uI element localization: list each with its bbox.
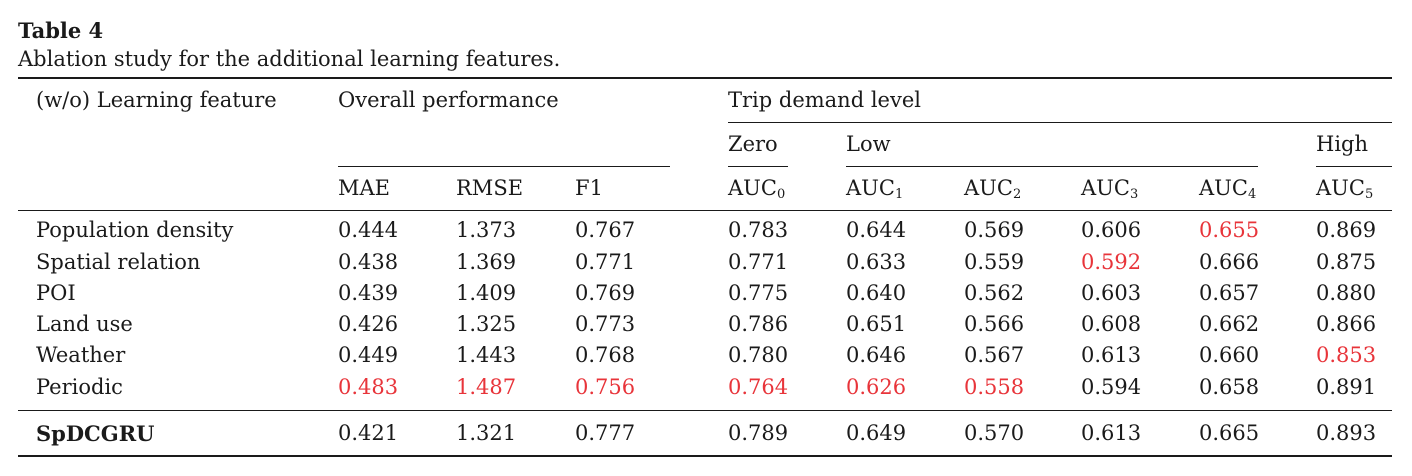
row-feature-label: POI xyxy=(36,281,76,305)
column-header: MAE xyxy=(338,176,390,200)
column-header: AUC1 xyxy=(846,176,904,202)
table-cell: 0.569 xyxy=(964,218,1025,242)
table-cell: 1.487 xyxy=(456,375,517,399)
table-cell: 1.325 xyxy=(456,312,517,336)
column-header: AUC4 xyxy=(1199,176,1257,202)
summary-rule xyxy=(18,410,1392,411)
table-cell: 0.875 xyxy=(1316,250,1377,274)
header-learning-feature: (w/o) Learning feature xyxy=(36,88,277,112)
row-feature-label: Spatial relation xyxy=(36,250,201,274)
table-cell: 0.771 xyxy=(575,250,636,274)
table-cell: 0.426 xyxy=(338,312,399,336)
table-cell: 0.880 xyxy=(1316,281,1377,305)
table-cell: 0.449 xyxy=(338,343,399,367)
table-cell: 0.768 xyxy=(575,343,636,367)
table-cell: 0.603 xyxy=(1081,281,1142,305)
table-cell: 0.438 xyxy=(338,250,399,274)
table-cell: 0.570 xyxy=(964,421,1025,445)
table-cell: 0.651 xyxy=(846,312,907,336)
table-cell: 0.439 xyxy=(338,281,399,305)
table-cell: 0.562 xyxy=(964,281,1025,305)
table-cell: 0.756 xyxy=(575,375,636,399)
column-header: AUC3 xyxy=(1081,176,1139,202)
table-cell: 0.483 xyxy=(338,375,399,399)
header-high: High xyxy=(1316,132,1368,156)
table-cell: 0.783 xyxy=(728,218,789,242)
table-cell: 0.777 xyxy=(575,421,636,445)
table-cell: 0.786 xyxy=(728,312,789,336)
table-caption: Ablation study for the additional learni… xyxy=(18,47,561,71)
table-cell: 0.558 xyxy=(964,375,1025,399)
column-header: F1 xyxy=(575,176,603,200)
table-cell: 0.853 xyxy=(1316,343,1377,367)
table-cell: 0.657 xyxy=(1199,281,1260,305)
bottom-rule xyxy=(18,455,1392,457)
table-cell: 0.626 xyxy=(846,375,907,399)
table-cell: 0.658 xyxy=(1199,375,1260,399)
table-cell: 0.644 xyxy=(846,218,907,242)
header-overall-performance: Overall performance xyxy=(338,88,559,112)
table-cell: 0.608 xyxy=(1081,312,1142,336)
table-cell: 1.373 xyxy=(456,218,517,242)
table-cell: 0.771 xyxy=(728,250,789,274)
table-cell: 0.773 xyxy=(575,312,636,336)
table-cell: 0.592 xyxy=(1081,250,1142,274)
column-header: AUC0 xyxy=(728,176,786,202)
table-cell: 0.665 xyxy=(1199,421,1260,445)
table-cell: 0.613 xyxy=(1081,343,1142,367)
row-feature-label: SpDCGRU xyxy=(36,421,155,446)
table-cell: 0.640 xyxy=(846,281,907,305)
table-cell: 0.767 xyxy=(575,218,636,242)
table-cell: 1.443 xyxy=(456,343,517,367)
table-cell: 1.369 xyxy=(456,250,517,274)
trip-level-rule xyxy=(728,122,1392,123)
table-cell: 0.764 xyxy=(728,375,789,399)
table-cell: 0.666 xyxy=(1199,250,1260,274)
header-trip-demand-level: Trip demand level xyxy=(728,88,921,112)
overall-rule xyxy=(338,166,670,167)
zero-rule xyxy=(728,166,788,167)
table-cell: 0.594 xyxy=(1081,375,1142,399)
header-bottom-rule xyxy=(18,210,1392,211)
table-cell: 0.660 xyxy=(1199,343,1260,367)
column-header: AUC2 xyxy=(964,176,1022,202)
table-cell: 0.646 xyxy=(846,343,907,367)
table-cell: 0.606 xyxy=(1081,218,1142,242)
header-low: Low xyxy=(846,132,891,156)
header-zero: Zero xyxy=(728,132,778,156)
table-cell: 0.869 xyxy=(1316,218,1377,242)
table-cell: 0.891 xyxy=(1316,375,1377,399)
table-cell: 1.321 xyxy=(456,421,517,445)
table-cell: 0.789 xyxy=(728,421,789,445)
table-cell: 0.559 xyxy=(964,250,1025,274)
table-cell: 0.655 xyxy=(1199,218,1260,242)
row-feature-label: Periodic xyxy=(36,375,123,399)
table-cell: 0.613 xyxy=(1081,421,1142,445)
table-cell: 0.866 xyxy=(1316,312,1377,336)
table-cell: 0.780 xyxy=(728,343,789,367)
column-header: AUC5 xyxy=(1316,176,1374,202)
row-feature-label: Population density xyxy=(36,218,234,242)
table-cell: 1.409 xyxy=(456,281,517,305)
top-rule xyxy=(18,77,1392,79)
high-rule xyxy=(1316,166,1392,167)
table-cell: 0.567 xyxy=(964,343,1025,367)
table-cell: 0.893 xyxy=(1316,421,1377,445)
table-cell: 0.444 xyxy=(338,218,399,242)
table-cell: 0.775 xyxy=(728,281,789,305)
table-cell: 0.769 xyxy=(575,281,636,305)
row-feature-label: Weather xyxy=(36,343,126,367)
table-cell: 0.649 xyxy=(846,421,907,445)
table-label: Table 4 xyxy=(18,18,104,43)
table-cell: 0.633 xyxy=(846,250,907,274)
row-feature-label: Land use xyxy=(36,312,133,336)
column-header: RMSE xyxy=(456,176,524,200)
table-cell: 0.566 xyxy=(964,312,1025,336)
low-rule xyxy=(846,166,1258,167)
table-cell: 0.421 xyxy=(338,421,399,445)
table-cell: 0.662 xyxy=(1199,312,1260,336)
